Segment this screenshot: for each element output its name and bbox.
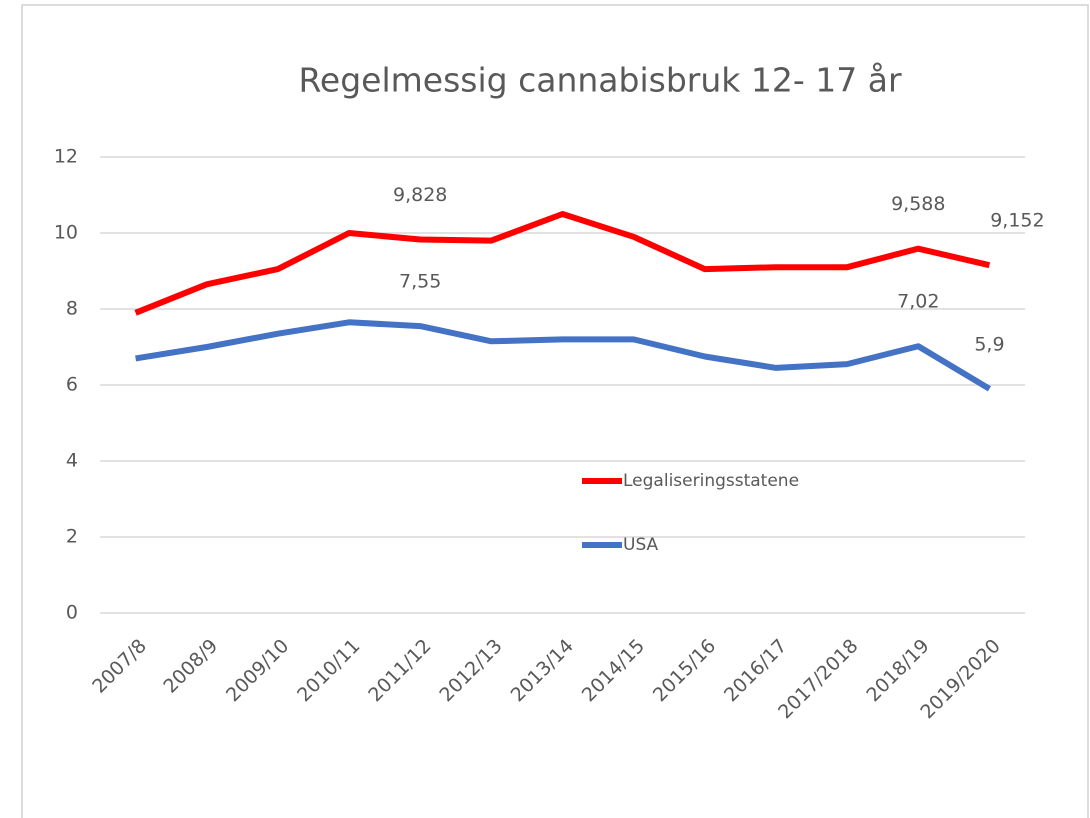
y-tick-label: 4 <box>66 450 78 472</box>
y-tick-label: 2 <box>66 526 78 548</box>
legend-label: USA <box>623 535 659 555</box>
chart-frame <box>21 4 1089 818</box>
data-label: 9,152 <box>990 210 1044 232</box>
data-label: 7,02 <box>897 291 939 313</box>
data-label: 5,9 <box>974 333 1004 355</box>
chart-title: Regelmessig cannabisbruk 12- 17 år <box>298 61 901 100</box>
data-label: 9,828 <box>393 184 447 206</box>
y-tick-label: 8 <box>66 298 78 320</box>
data-label: 7,55 <box>399 271 441 293</box>
legend-label: Legaliseringsstatene <box>623 471 799 491</box>
line-series <box>135 319 991 392</box>
y-tick-label: 6 <box>66 374 78 396</box>
data-label: 9,588 <box>891 193 945 215</box>
y-tick-label: 0 <box>66 602 78 624</box>
y-tick-label: 12 <box>54 146 78 168</box>
y-tick-label: 10 <box>54 222 78 244</box>
line-series <box>134 211 991 316</box>
